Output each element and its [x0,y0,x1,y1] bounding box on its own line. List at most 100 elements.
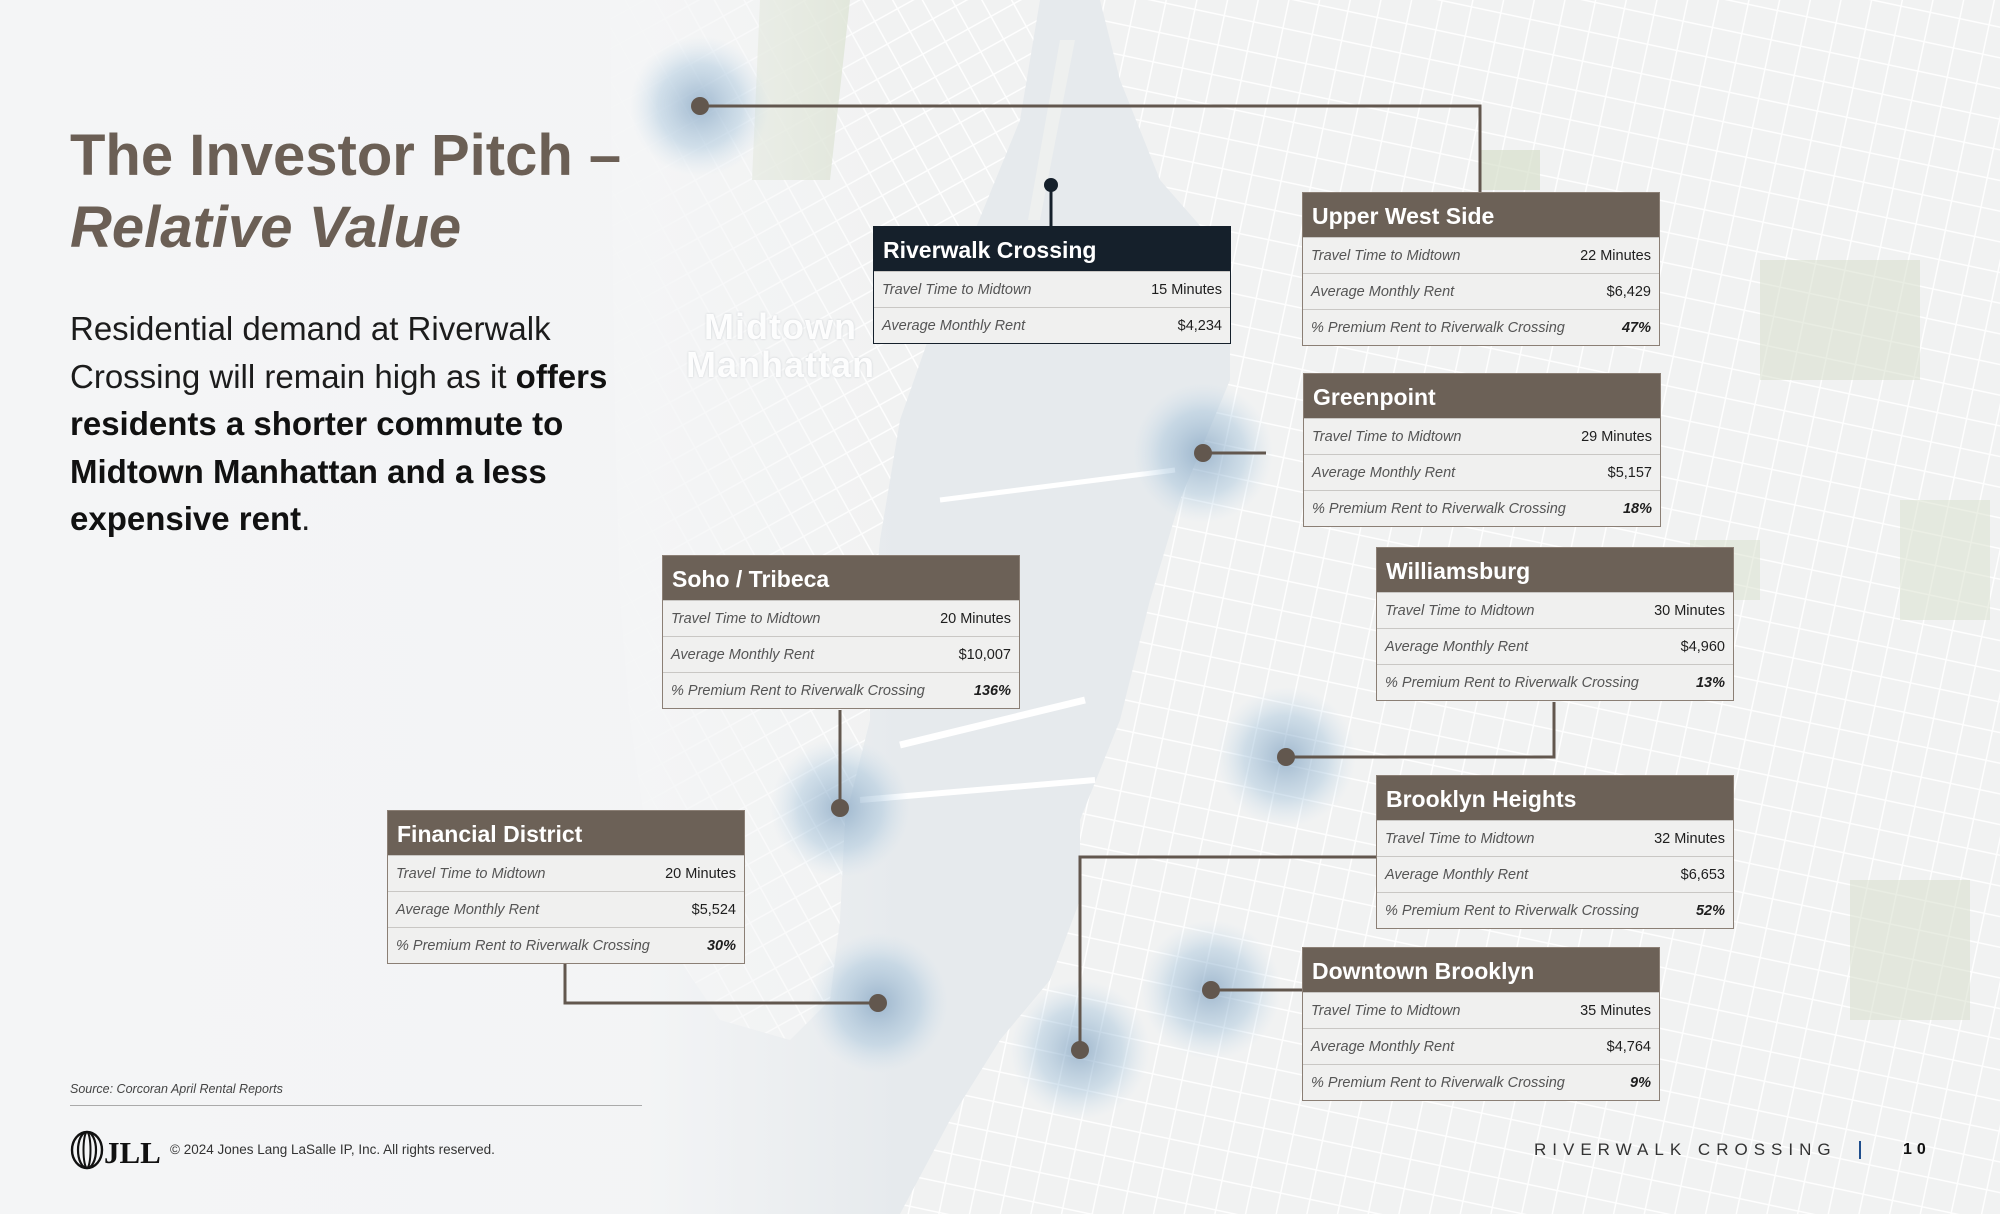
lead-text: Residential demand at Riverwalk Crossing… [70,310,551,395]
row-label: Travel Time to Midtown [396,865,546,882]
title-line-1: The Investor Pitch – [70,123,622,188]
row-monthly-rent: Average Monthly Rent $10,007 [663,636,1019,672]
row-value: 30 Minutes [1654,602,1725,619]
jll-logo: JLL [70,1130,161,1170]
row-value: $10,007 [958,646,1011,663]
row-premium: % Premium Rent to Riverwalk Crossing 18% [1304,490,1660,526]
card-williamsburg: Williamsburg Travel Time to Midtown 30 Mi… [1376,547,1734,701]
marker-williamsburg [1277,748,1295,766]
row-travel-time: Travel Time to Midtown 15 Minutes [874,271,1230,307]
row-value: 15 Minutes [1151,281,1222,298]
row-label: % Premium Rent to Riverwalk Crossing [396,937,650,954]
row-monthly-rent: Average Monthly Rent $6,429 [1303,273,1659,309]
row-premium: % Premium Rent to Riverwalk Crossing 30% [388,927,744,963]
row-label: Average Monthly Rent [1312,464,1456,481]
row-value: $4,764 [1606,1038,1651,1055]
card-title: Riverwalk Crossing [874,227,1230,271]
card-upper-west-side: Upper West Side Travel Time to Midtown 22… [1302,192,1660,346]
card-riverwalk-crossing: Riverwalk Crossing Travel Time to Midtow… [873,226,1231,344]
leader-brooklyn-heights [1078,855,1376,1050]
row-label: % Premium Rent to Riverwalk Crossing [1311,319,1565,336]
lead-end: . [301,500,311,537]
row-travel-time: Travel Time to Midtown 22 Minutes [1303,237,1659,273]
copyright-text: © 2024 Jones Lang LaSalle IP, Inc. All r… [170,1142,495,1157]
row-travel-time: Travel Time to Midtown 35 Minutes [1303,992,1659,1028]
row-label: Average Monthly Rent [1311,1038,1455,1055]
row-value: 136% [973,682,1011,699]
row-monthly-rent: Average Monthly Rent $4,764 [1303,1028,1659,1064]
lead-paragraph: Residential demand at Riverwalk Crossing… [70,305,630,543]
row-value: 20 Minutes [665,865,736,882]
row-value: $6,429 [1606,283,1651,300]
card-title: Upper West Side [1303,193,1659,237]
row-travel-time: Travel Time to Midtown 30 Minutes [1377,592,1733,628]
card-title: Soho / Tribeca [663,556,1019,600]
title-line-2: Relative Value [70,195,462,260]
map-label-line-1: Midtown [704,306,857,347]
row-label: Average Monthly Rent [396,901,540,918]
leader-financial-district [563,963,878,1005]
map-label-line-2: Manhattan [686,344,875,385]
row-value: 30% [706,937,736,954]
marker-brooklyn-heights [1071,1041,1089,1059]
row-label: Average Monthly Rent [1311,283,1455,300]
marker-riverwalk-crossing [1044,178,1058,192]
row-label: % Premium Rent to Riverwalk Crossing [1312,500,1566,517]
row-label: Travel Time to Midtown [1311,247,1461,264]
page-number: 10 [1903,1141,1931,1158]
row-monthly-rent: Average Monthly Rent $6,653 [1377,856,1733,892]
row-premium: % Premium Rent to Riverwalk Crossing 136% [663,672,1019,708]
row-travel-time: Travel Time to Midtown 32 Minutes [1377,820,1733,856]
row-premium: % Premium Rent to Riverwalk Crossing 47% [1303,309,1659,345]
row-value: 47% [1621,319,1651,336]
card-title: Greenpoint [1304,374,1660,418]
row-label: Travel Time to Midtown [882,281,1032,298]
row-label: Travel Time to Midtown [1311,1002,1461,1019]
row-monthly-rent: Average Monthly Rent $5,157 [1304,454,1660,490]
row-value: 35 Minutes [1580,1002,1651,1019]
row-label: % Premium Rent to Riverwalk Crossing [1385,674,1639,691]
row-value: 20 Minutes [940,610,1011,627]
card-financial-district: Financial District Travel Time to Midtow… [387,810,745,964]
row-travel-time: Travel Time to Midtown 29 Minutes [1304,418,1660,454]
row-value: 22 Minutes [1580,247,1651,264]
leader-williamsburg [1286,702,1556,759]
row-label: Average Monthly Rent [671,646,815,663]
card-brooklyn-heights: Brooklyn Heights Travel Time to Midtown 3… [1376,775,1734,929]
row-value: $6,653 [1680,866,1725,883]
marker-upper-west-side [691,97,709,115]
row-value: $4,960 [1680,638,1725,655]
row-premium: % Premium Rent to Riverwalk Crossing 52% [1377,892,1733,928]
row-label: Travel Time to Midtown [1385,602,1535,619]
footer-separator [1859,1141,1861,1159]
row-label: % Premium Rent to Riverwalk Crossing [1385,902,1639,919]
card-title: Financial District [388,811,744,855]
row-label: Travel Time to Midtown [1385,830,1535,847]
row-value: 29 Minutes [1581,428,1652,445]
row-value: 18% [1622,500,1652,517]
row-value: 13% [1695,674,1725,691]
footer-divider [70,1105,642,1106]
row-travel-time: Travel Time to Midtown 20 Minutes [663,600,1019,636]
marker-financial-district [869,994,887,1012]
row-travel-time: Travel Time to Midtown 20 Minutes [388,855,744,891]
row-monthly-rent: Average Monthly Rent $4,234 [874,307,1230,343]
lead-emphasis: offers residents a shorter commute to Mi… [70,357,608,538]
svg-text:JLL: JLL [104,1135,161,1170]
source-note: Source: Corcoran April Rental Reports [70,1082,283,1096]
row-label: Travel Time to Midtown [1312,428,1462,445]
row-premium: % Premium Rent to Riverwalk Crossing 9% [1303,1064,1659,1100]
card-greenpoint: Greenpoint Travel Time to Midtown 29 Minu… [1303,373,1661,527]
leader-upper-west-side [700,104,1482,192]
card-soho-tribeca: Soho / Tribeca Travel Time to Midtown 20 … [662,555,1020,709]
map-label-midtown-manhattan: Midtown Manhattan [686,308,875,384]
row-value: 32 Minutes [1654,830,1725,847]
marker-greenpoint [1194,444,1212,462]
row-value: $4,234 [1177,317,1222,334]
marker-downtown-brooklyn [1202,981,1220,999]
row-value: 9% [1630,1074,1651,1091]
card-title: Brooklyn Heights [1377,776,1733,820]
row-monthly-rent: Average Monthly Rent $4,960 [1377,628,1733,664]
row-label: Average Monthly Rent [1385,638,1529,655]
card-title: Downtown Brooklyn [1303,948,1659,992]
